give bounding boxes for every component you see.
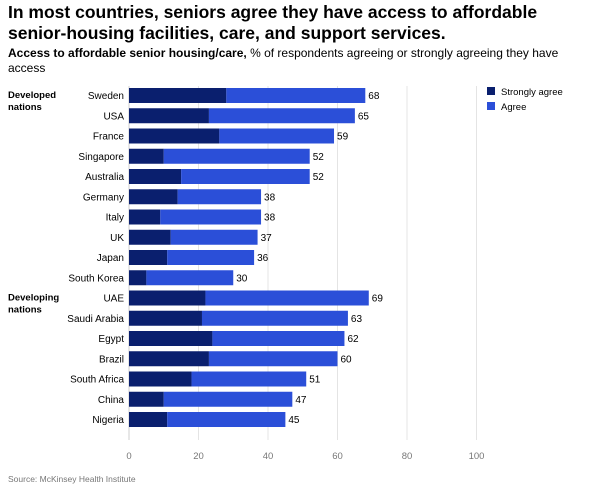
category-label: Egypt xyxy=(98,334,124,345)
category-label: UAE xyxy=(103,294,124,305)
category-label: Germany xyxy=(83,192,124,203)
group-label: Developed xyxy=(8,90,56,101)
category-label: South Africa xyxy=(70,375,124,386)
source-note: Source: McKinsey Health Institute xyxy=(8,474,136,484)
group-label: nations xyxy=(8,102,42,113)
subtitle-bold: Access to affordable senior housing/care… xyxy=(8,46,247,60)
bar-agree xyxy=(160,209,262,225)
category-label: UK xyxy=(110,233,124,244)
bar-strongly-agree xyxy=(129,310,202,326)
category-label: Saudi Arabia xyxy=(67,314,124,325)
bar-total-label: 37 xyxy=(261,233,273,244)
x-tick-label: 100 xyxy=(469,451,485,462)
chart-title: In most countries, seniors agree they ha… xyxy=(8,2,538,43)
category-label: Brazil xyxy=(99,354,124,365)
bar-total-label: 30 xyxy=(236,273,248,284)
category-label: France xyxy=(93,132,125,143)
category-label: USA xyxy=(103,111,124,122)
bar-strongly-agree xyxy=(129,148,164,164)
bar-agree xyxy=(167,250,255,265)
bar-agree xyxy=(163,391,293,407)
category-label: Italy xyxy=(106,213,124,224)
bar-total-label: 51 xyxy=(309,375,321,386)
chart-subtitle: Access to affordable senior housing/care… xyxy=(8,46,568,75)
bar-total-label: 52 xyxy=(313,172,325,183)
bar-strongly-agree xyxy=(129,189,178,205)
bar-strongly-agree xyxy=(129,250,168,265)
bar-strongly-agree xyxy=(129,229,171,245)
bar-total-label: 45 xyxy=(288,415,300,426)
category-label: Nigeria xyxy=(92,415,124,426)
bar-total-label: 68 xyxy=(368,91,380,102)
x-tick-label: 0 xyxy=(126,451,131,462)
bar-agree xyxy=(181,169,310,184)
bar-strongly-agree xyxy=(129,290,206,306)
bar-strongly-agree xyxy=(129,209,161,225)
category-label: Australia xyxy=(85,172,124,183)
bar-total-label: 62 xyxy=(347,334,359,345)
bar-total-label: 60 xyxy=(341,354,353,365)
category-label: Sweden xyxy=(88,91,124,102)
bar-agree xyxy=(205,290,369,306)
bar-total-label: 63 xyxy=(351,314,363,325)
bar-strongly-agree xyxy=(129,412,168,427)
bar-agree xyxy=(191,371,307,387)
x-tick-label: 80 xyxy=(402,451,413,462)
subtitle-rest: % of respondents agreeing or strongly ag… xyxy=(8,46,559,75)
bar-agree xyxy=(219,128,335,144)
bar-strongly-agree xyxy=(129,88,227,103)
bar-strongly-agree xyxy=(129,391,164,407)
bar-strongly-agree xyxy=(129,351,209,367)
group-label: nations xyxy=(8,305,42,316)
bar-strongly-agree xyxy=(129,270,147,286)
bar-strongly-agree xyxy=(129,331,213,346)
category-label: South Korea xyxy=(68,273,124,284)
bar-agree xyxy=(146,270,234,286)
bar-agree xyxy=(170,229,258,245)
bar-agree xyxy=(177,189,262,205)
x-tick-label: 20 xyxy=(193,451,204,462)
legend-label: Strongly agree xyxy=(501,87,563,98)
bar-agree xyxy=(163,148,310,164)
group-label: Developing xyxy=(8,293,59,304)
bar-agree xyxy=(212,331,345,346)
bar-agree xyxy=(201,310,348,326)
bar-total-label: 69 xyxy=(372,294,384,305)
x-tick-label: 40 xyxy=(263,451,274,462)
legend-label: Agree xyxy=(501,102,526,113)
category-label: Japan xyxy=(97,253,124,264)
bar-strongly-agree xyxy=(129,128,220,144)
x-tick-label: 60 xyxy=(332,451,343,462)
bar-total-label: 36 xyxy=(257,253,269,264)
bar-agree xyxy=(208,351,338,367)
bar-total-label: 38 xyxy=(264,213,276,224)
bar-total-label: 59 xyxy=(337,132,349,143)
bar-strongly-agree xyxy=(129,108,209,124)
bar-agree xyxy=(208,108,355,124)
category-label: China xyxy=(98,395,125,406)
bar-agree xyxy=(226,88,366,103)
category-label: Singapore xyxy=(78,152,124,163)
bar-agree xyxy=(167,412,286,427)
bar-total-label: 52 xyxy=(313,152,325,163)
bar-strongly-agree xyxy=(129,371,192,387)
bar-total-label: 38 xyxy=(264,192,276,203)
bar-total-label: 47 xyxy=(295,395,307,406)
legend-swatch xyxy=(487,102,495,110)
legend-swatch xyxy=(487,87,495,95)
bar-strongly-agree xyxy=(129,169,182,184)
bar-total-label: 65 xyxy=(358,111,370,122)
